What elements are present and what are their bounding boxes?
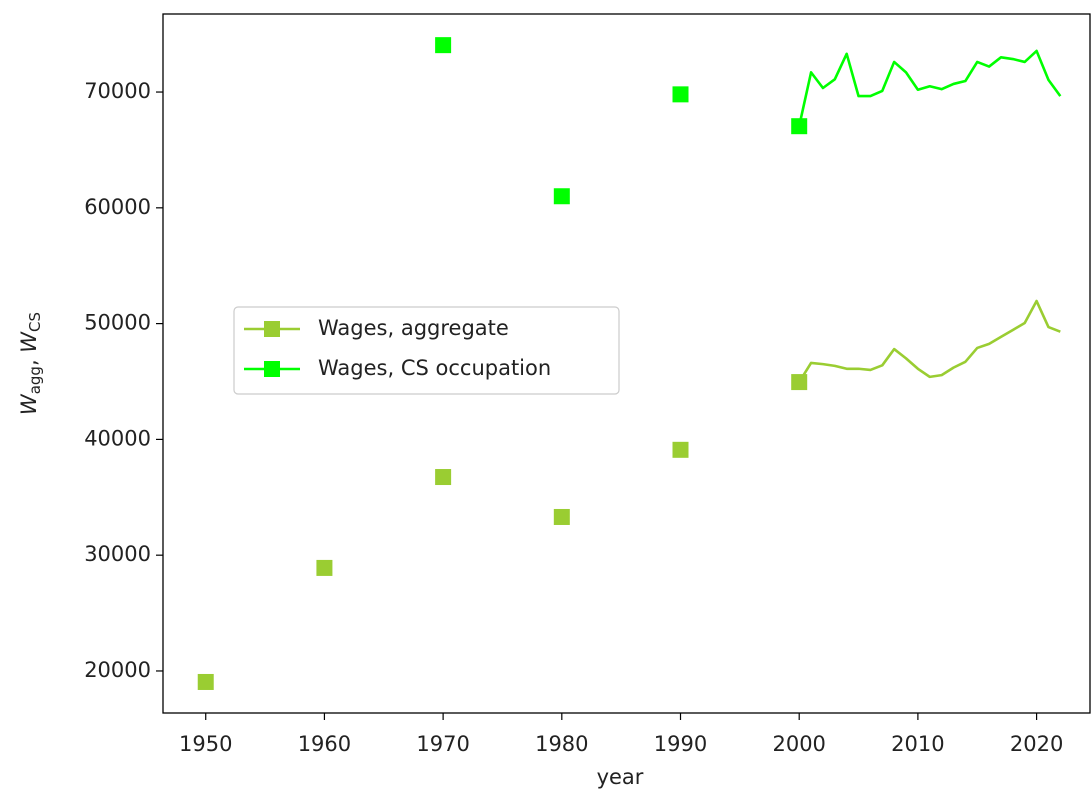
series-marker bbox=[553, 508, 570, 525]
y-axis-label-subscript: CS bbox=[26, 312, 44, 332]
y-tick-label: 50000 bbox=[84, 311, 151, 335]
series-line bbox=[798, 299, 1061, 383]
x-axis-label: year bbox=[597, 765, 644, 789]
series-marker bbox=[435, 469, 452, 486]
legend-frame bbox=[233, 306, 620, 395]
series-marker bbox=[435, 37, 452, 54]
y-tick-label: 60000 bbox=[84, 195, 151, 219]
y-axis-label-symbol: W bbox=[17, 331, 41, 353]
series-marker bbox=[672, 441, 689, 458]
series-marker bbox=[553, 188, 570, 205]
series-line bbox=[797, 49, 1062, 127]
legend-marker bbox=[264, 321, 280, 337]
legend-marker bbox=[264, 361, 280, 377]
legend-label: Wages, aggregate bbox=[318, 316, 509, 340]
series-marker bbox=[197, 673, 214, 690]
y-axis-label-symbol: W bbox=[17, 393, 41, 415]
x-tick-label: 2020 bbox=[1010, 732, 1063, 756]
series-marker bbox=[316, 559, 333, 576]
x-tick-label: 1960 bbox=[298, 732, 351, 756]
x-tick-label: 1980 bbox=[535, 732, 588, 756]
x-tick-label: 2010 bbox=[891, 732, 944, 756]
y-tick-label: 70000 bbox=[84, 79, 151, 103]
series-marker bbox=[791, 374, 808, 391]
y-tick-label: 30000 bbox=[84, 542, 151, 566]
x-tick-label: 2000 bbox=[772, 732, 825, 756]
series-marker bbox=[672, 86, 689, 103]
y-axis-label-separator: , bbox=[17, 353, 41, 366]
series-marker bbox=[791, 118, 808, 135]
y-axis-label: Wagg​, WCS​ bbox=[17, 312, 44, 415]
y-axis-label-subscript: agg bbox=[26, 366, 44, 394]
legend-label: Wages, CS occupation bbox=[318, 356, 551, 380]
y-tick-label: 40000 bbox=[84, 426, 151, 450]
plot-area bbox=[197, 37, 1062, 690]
x-tick-label: 1990 bbox=[654, 732, 707, 756]
y-tick-label: 20000 bbox=[84, 658, 151, 682]
x-tick-label: 1950 bbox=[179, 732, 232, 756]
x-tick-label: 1970 bbox=[416, 732, 469, 756]
legend: Wages, aggregate Wages, CS occupation bbox=[233, 306, 620, 395]
plot-frame bbox=[162, 13, 1091, 714]
